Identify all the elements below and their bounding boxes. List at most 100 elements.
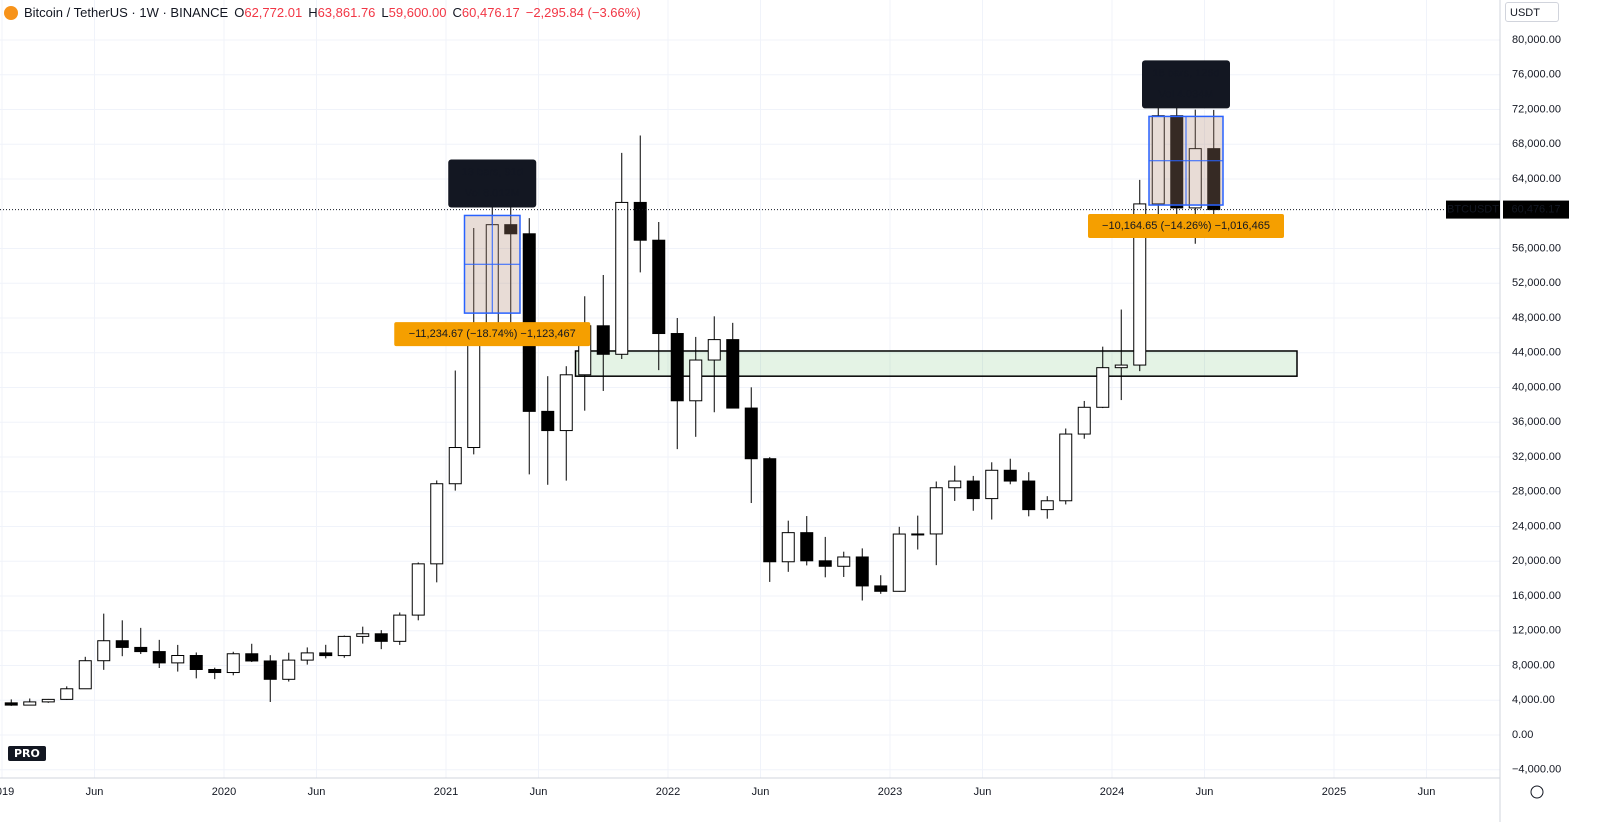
candle-body (152, 651, 166, 664)
x-tick-label: Jun (1418, 786, 1436, 798)
measure-bars: 18 bars, 126d (1152, 67, 1219, 79)
candle-body (1207, 148, 1221, 211)
y-tick-label: 16,000.00 (1512, 590, 1561, 602)
candle-body (393, 614, 407, 642)
candle-body (356, 633, 370, 637)
candle-body (1022, 480, 1036, 511)
candle-body (300, 652, 314, 661)
change-bg (394, 322, 591, 347)
y-tick-label: 36,000.00 (1512, 416, 1561, 428)
x-tick-label: 2020 (212, 786, 236, 798)
candle-body (892, 533, 906, 592)
y-tick-label: 52,000.00 (1512, 277, 1561, 289)
candle-body (448, 447, 462, 485)
candle-body (837, 556, 851, 567)
candle-body (1096, 367, 1110, 408)
x-tick-label: Jun (752, 786, 770, 798)
y-tick-label: 56,000.00 (1512, 242, 1561, 254)
symbol-title: Bitcoin / TetherUS · 1W · BINANCE (24, 5, 229, 20)
candle-body (800, 532, 814, 562)
x-tick-label: 2025 (1322, 786, 1346, 798)
candle-body (1133, 203, 1147, 366)
measure-change: −10,164.65 (−14.26%) −1,016,465 (1102, 220, 1270, 232)
y-tick-label: 8,000.00 (1512, 659, 1555, 671)
tooltip-bg (1142, 60, 1230, 109)
candle-body (615, 201, 629, 355)
x-tick-label: Jun (86, 786, 104, 798)
y-tick-label: 64,000.00 (1512, 173, 1561, 185)
candle-body (633, 201, 647, 241)
ohlc-item: O62,772.01 (234, 5, 302, 20)
x-tick-label: 2022 (656, 786, 680, 798)
candle-body (208, 668, 222, 674)
candle-body (411, 563, 425, 616)
x-tick-label: Jun (1196, 786, 1214, 798)
measure-change: −11,234.67 (−18.74%) −1,123,467 (409, 328, 576, 340)
candle-body (911, 533, 925, 536)
measure-volume: Vol 8.012M (465, 187, 520, 199)
candle-body (781, 532, 795, 563)
legend: Bitcoin / TetherUS · 1W · BINANCE O62,772… (4, 5, 641, 20)
settings-icon[interactable] (1530, 785, 1544, 799)
y-tick-label: 72,000.00 (1512, 103, 1561, 115)
ohlc-label: O (234, 5, 245, 20)
candle-body (1077, 406, 1091, 435)
x-tick-label: 2021 (434, 786, 458, 798)
candle-body (559, 374, 573, 432)
candle-body (689, 359, 703, 402)
currency-button[interactable]: USDT (1505, 2, 1559, 22)
y-tick-label: 44,000.00 (1512, 347, 1561, 359)
candle-body (263, 660, 277, 680)
candle-body (726, 339, 740, 409)
candle-body (744, 407, 758, 460)
candle-body (4, 702, 18, 706)
symbol-bg (1446, 200, 1500, 219)
x-tick-label: 2023 (878, 786, 902, 798)
candle-body (337, 635, 351, 657)
y-tick-label: 0.00 (1512, 729, 1533, 741)
candle-body (226, 653, 240, 674)
candle-body (1003, 469, 1017, 482)
candle-body (874, 585, 888, 592)
ohlc-label: C (452, 5, 462, 20)
plot (0, 0, 1500, 778)
change: −2,295.84 (−3.66%) (525, 5, 641, 20)
ohlc-value: 60,476.17 (461, 5, 520, 20)
y-tick-label: 40,000.00 (1512, 381, 1561, 393)
ohlc-value: 62,772.01 (244, 5, 303, 20)
y-tick-label: 20,000.00 (1512, 555, 1561, 567)
y-tick-label: 76,000.00 (1512, 69, 1561, 81)
x-tick-label: 2024 (1100, 786, 1124, 798)
candle-body (60, 688, 74, 700)
tooltip-bg (448, 159, 537, 208)
symbol-label: BTCUSDT (1447, 203, 1499, 215)
y-tick-label: 32,000.00 (1512, 451, 1561, 463)
candle-body (966, 480, 980, 500)
x-tick-label: Jun (308, 786, 326, 798)
y-tick-label: −4,000.00 (1512, 764, 1561, 776)
candle-body (596, 325, 610, 355)
candle-body (763, 458, 777, 563)
logo: PRO (8, 746, 46, 761)
candle-body (707, 339, 721, 361)
ohlc-item: H63,861.76 (308, 5, 375, 20)
candle-body (430, 483, 444, 565)
ohlc-item: L59,600.00 (381, 5, 446, 20)
coin-icon (4, 5, 18, 20)
candle-body (1040, 500, 1054, 511)
candle-body (652, 239, 666, 335)
candle-body (171, 655, 185, 664)
ohlc-value: 63,861.76 (317, 5, 376, 20)
candle-body (670, 333, 684, 402)
candle-body (504, 224, 518, 235)
ohlc-label: H (308, 5, 318, 20)
candle-body (985, 469, 999, 500)
candle-body (1059, 433, 1073, 502)
candle-body (1114, 364, 1128, 369)
candle-body (948, 480, 962, 489)
y-tick-label: 24,000.00 (1512, 520, 1561, 532)
candle-body (134, 646, 148, 653)
y-tick-label: 28,000.00 (1512, 486, 1561, 498)
candle-body (41, 698, 55, 703)
candle-body (1188, 148, 1202, 209)
